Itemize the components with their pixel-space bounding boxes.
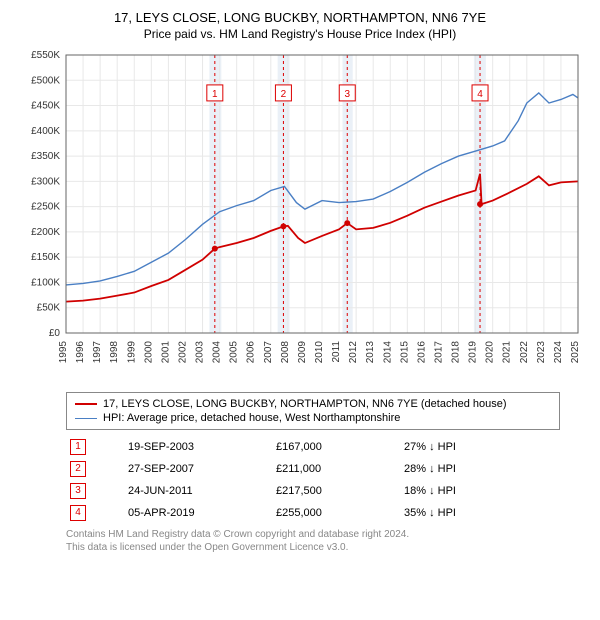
event-date: 19-SEP-2003 [124, 436, 272, 458]
event-date: 27-SEP-2007 [124, 458, 272, 480]
svg-text:2000: 2000 [143, 341, 154, 364]
svg-text:2005: 2005 [229, 341, 240, 364]
chart-subtitle: Price paid vs. HM Land Registry's House … [10, 27, 590, 41]
event-diff: 18% ↓ HPI [400, 480, 560, 502]
svg-text:2009: 2009 [297, 341, 308, 364]
event-marker: 1 [70, 439, 86, 455]
svg-text:2010: 2010 [314, 341, 325, 364]
legend-swatch [75, 418, 97, 419]
svg-text:1999: 1999 [126, 341, 137, 364]
svg-text:2024: 2024 [553, 341, 564, 364]
svg-text:1998: 1998 [109, 341, 120, 364]
svg-text:2006: 2006 [246, 341, 257, 364]
svg-text:2002: 2002 [177, 341, 188, 364]
footnote-line1: Contains HM Land Registry data © Crown c… [66, 529, 409, 540]
svg-text:1996: 1996 [75, 341, 86, 364]
event-date: 24-JUN-2011 [124, 480, 272, 502]
event-row: 3 24-JUN-2011£217,50018% ↓ HPI [66, 480, 560, 502]
svg-text:£500K: £500K [31, 75, 60, 86]
svg-text:£550K: £550K [31, 50, 60, 61]
chart-title: 17, LEYS CLOSE, LONG BUCKBY, NORTHAMPTON… [10, 10, 590, 25]
svg-text:2023: 2023 [536, 341, 547, 364]
svg-text:2013: 2013 [365, 341, 376, 364]
legend-label: 17, LEYS CLOSE, LONG BUCKBY, NORTHAMPTON… [103, 398, 507, 410]
footnote-line2: This data is licensed under the Open Gov… [66, 542, 348, 553]
legend-row: HPI: Average price, detached house, West… [75, 411, 551, 425]
events-table: 1 19-SEP-2003£167,00027% ↓ HPI 2 27-SEP-200… [66, 436, 560, 524]
svg-text:£50K: £50K [37, 303, 61, 314]
legend-swatch [75, 403, 97, 405]
legend-row: 17, LEYS CLOSE, LONG BUCKBY, NORTHAMPTON… [75, 397, 551, 411]
svg-text:£100K: £100K [31, 277, 60, 288]
event-diff: 35% ↓ HPI [400, 502, 560, 524]
svg-text:2003: 2003 [195, 341, 206, 364]
chart-area: 1 2 3 4 £0 £50K £100K £150K £200K £250K £300K £350K… [10, 49, 590, 384]
svg-text:1997: 1997 [92, 341, 103, 364]
svg-text:2014: 2014 [382, 341, 393, 364]
event-marker: 3 [70, 483, 86, 499]
svg-text:2016: 2016 [416, 341, 427, 364]
event-diff: 27% ↓ HPI [400, 436, 560, 458]
svg-text:2025: 2025 [570, 341, 581, 364]
event-marker: 4 [70, 505, 86, 521]
svg-text:£200K: £200K [31, 227, 60, 238]
event-row: 4 05-APR-2019£255,00035% ↓ HPI [66, 502, 560, 524]
svg-text:£150K: £150K [31, 252, 60, 263]
svg-text:2017: 2017 [433, 341, 444, 364]
svg-text:2: 2 [281, 89, 287, 100]
svg-text:2018: 2018 [451, 341, 462, 364]
svg-text:1995: 1995 [58, 341, 69, 364]
line-chart-svg: 1 2 3 4 £0 £50K £100K £150K £200K £250K £300K £350K… [10, 49, 590, 379]
event-date: 05-APR-2019 [124, 502, 272, 524]
svg-text:£350K: £350K [31, 151, 60, 162]
event-price: £167,000 [272, 436, 400, 458]
svg-text:2015: 2015 [399, 341, 410, 364]
footnote: Contains HM Land Registry data © Crown c… [66, 528, 560, 554]
svg-text:2001: 2001 [160, 341, 171, 364]
event-price: £217,500 [272, 480, 400, 502]
svg-text:4: 4 [477, 89, 483, 100]
legend-label: HPI: Average price, detached house, West… [103, 412, 400, 424]
svg-text:£400K: £400K [31, 126, 60, 137]
event-row: 1 19-SEP-2003£167,00027% ↓ HPI [66, 436, 560, 458]
event-row: 2 27-SEP-2007£211,00028% ↓ HPI [66, 458, 560, 480]
legend: 17, LEYS CLOSE, LONG BUCKBY, NORTHAMPTON… [66, 392, 560, 430]
event-price: £211,000 [272, 458, 400, 480]
event-marker: 2 [70, 461, 86, 477]
svg-text:2007: 2007 [263, 341, 274, 364]
svg-text:2019: 2019 [468, 341, 479, 364]
svg-text:2022: 2022 [519, 341, 530, 364]
svg-text:2004: 2004 [212, 341, 223, 364]
svg-text:£300K: £300K [31, 176, 60, 187]
svg-text:1: 1 [212, 89, 218, 100]
svg-text:2012: 2012 [348, 341, 359, 364]
svg-text:2020: 2020 [485, 341, 496, 364]
event-price: £255,000 [272, 502, 400, 524]
svg-text:£0: £0 [49, 328, 61, 339]
svg-text:3: 3 [344, 89, 350, 100]
svg-text:2021: 2021 [502, 341, 513, 364]
svg-text:2008: 2008 [280, 341, 291, 364]
event-diff: 28% ↓ HPI [400, 458, 560, 480]
svg-text:2011: 2011 [331, 341, 342, 363]
svg-text:£450K: £450K [31, 101, 60, 112]
svg-text:£250K: £250K [31, 202, 60, 213]
